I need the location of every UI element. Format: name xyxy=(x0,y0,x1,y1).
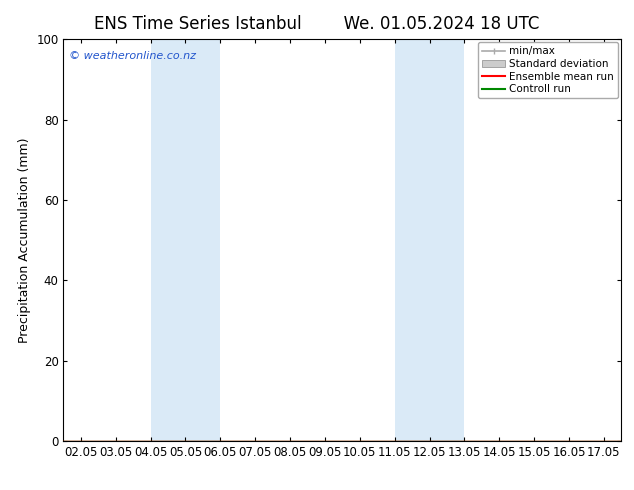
Bar xyxy=(394,39,464,441)
Bar xyxy=(150,39,221,441)
Text: © weatheronline.co.nz: © weatheronline.co.nz xyxy=(69,51,196,61)
Text: ENS Time Series Istanbul        We. 01.05.2024 18 UTC: ENS Time Series Istanbul We. 01.05.2024 … xyxy=(94,15,540,33)
Legend: min/max, Standard deviation, Ensemble mean run, Controll run: min/max, Standard deviation, Ensemble me… xyxy=(478,42,618,98)
Y-axis label: Precipitation Accumulation (mm): Precipitation Accumulation (mm) xyxy=(18,137,30,343)
